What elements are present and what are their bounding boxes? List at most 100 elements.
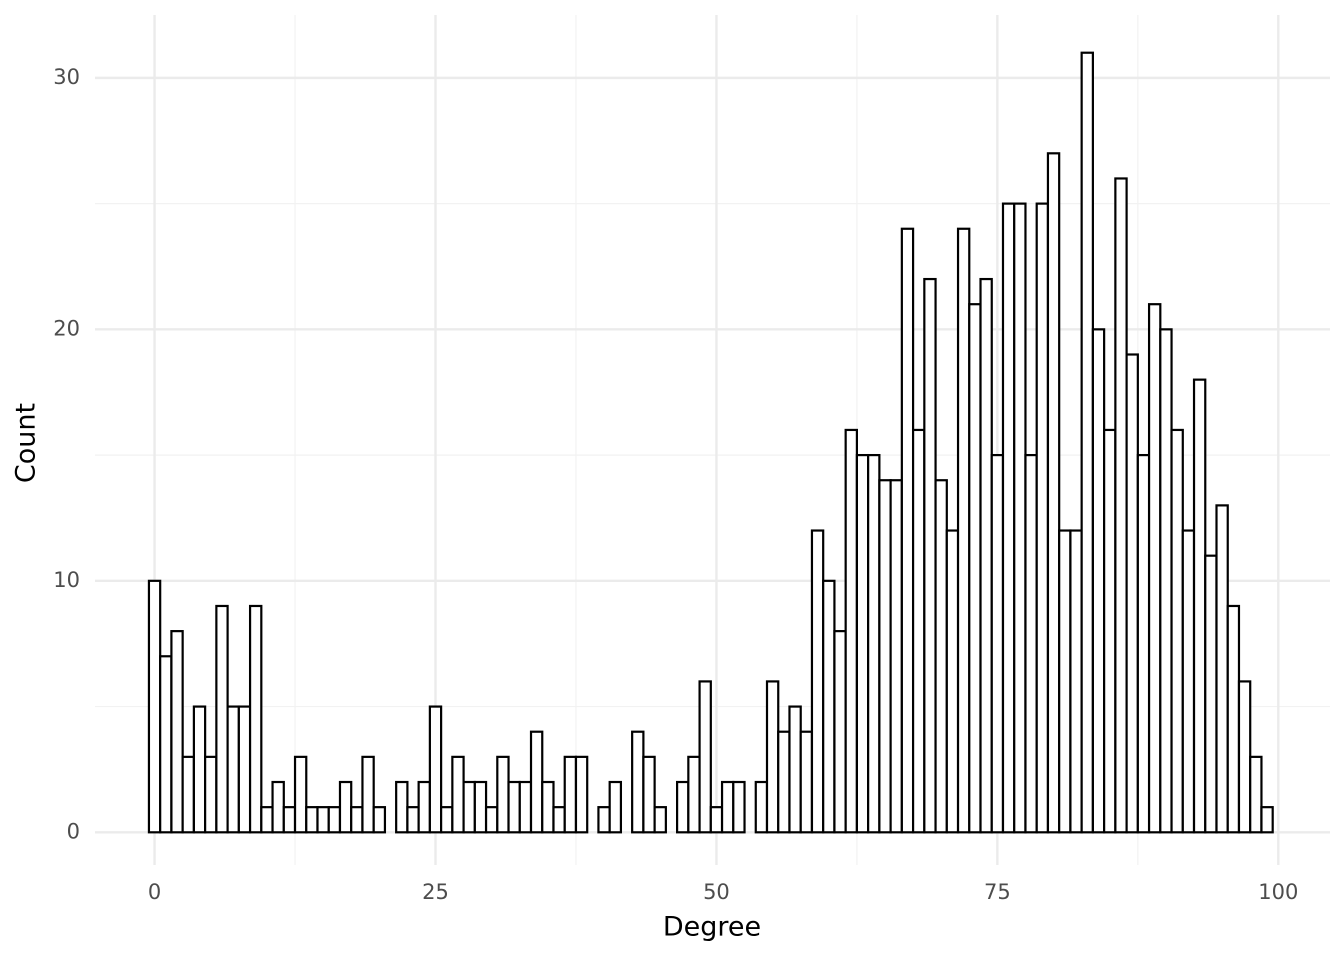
bar [1204,554,1218,834]
bar [1046,152,1061,834]
bar [911,428,926,834]
bar [765,680,780,834]
bar [720,780,735,834]
y-tick-label: 0 [67,819,80,843]
bar [990,453,1005,834]
bar [1147,303,1162,834]
y-axis-label: Count [11,403,42,483]
bar [372,806,387,834]
bar [226,705,240,834]
bar [192,705,207,834]
bar [1069,529,1083,834]
x-tick-label: 100 [1258,880,1298,904]
x-tick-label: 0 [148,880,161,904]
bar [451,755,465,834]
bar [406,806,420,834]
bar [271,780,285,834]
bar [788,705,802,834]
bar [361,755,375,834]
bar [1103,428,1117,834]
bar [574,755,589,834]
bar [934,479,948,834]
x-tick-label: 25 [422,880,449,904]
bar [945,529,960,834]
bar [1260,806,1274,834]
bar [653,806,667,834]
bar [248,604,263,834]
bar [810,529,825,834]
bar [1192,378,1207,834]
y-tick-label: 20 [53,316,80,340]
bar [923,277,937,834]
bar [1181,529,1196,834]
bar [1024,453,1038,834]
y-tick-label: 30 [53,65,80,89]
bar [181,755,195,834]
bar [1237,680,1252,834]
bar [631,730,645,834]
bar [338,780,353,834]
bar [878,479,892,834]
bar [979,277,993,834]
bar [507,780,521,834]
bar [597,806,611,834]
bar [1114,177,1128,834]
bar [170,630,184,834]
bar [833,630,847,834]
bar [799,730,814,834]
bar [417,780,431,834]
bar [215,604,229,834]
bar [608,780,623,834]
bar [732,780,746,834]
bar [473,780,488,834]
bar [676,780,690,834]
bar [496,755,510,834]
bar [316,806,330,834]
bar [1035,202,1050,834]
bar [529,730,544,834]
bar [867,453,881,834]
bar [709,806,724,834]
bar [1001,202,1016,834]
bar [327,806,342,834]
bar [541,780,555,834]
bar [968,303,982,834]
bar [1136,453,1151,834]
bar [293,755,308,834]
bar [1170,428,1184,834]
bar [956,227,971,834]
bar [642,755,656,834]
bar [1125,353,1139,834]
bar [1215,504,1229,834]
bar [1159,328,1173,834]
y-tick-label: 10 [53,568,80,592]
bar [395,780,409,834]
x-tick-label: 50 [703,880,730,904]
bar [698,680,712,834]
bar [147,579,162,834]
bar [282,806,297,834]
bar [440,806,454,834]
bar [552,806,566,834]
bar [900,227,915,834]
bar [889,479,903,834]
bar [855,453,870,834]
bar [1058,529,1072,834]
bar [462,780,476,834]
bar [754,780,769,834]
bar [1080,51,1094,834]
x-axis-label: Degree [663,912,761,943]
bar [260,806,274,834]
bar [777,730,791,834]
bar [1091,328,1106,834]
bar [159,655,173,834]
bar [428,705,443,834]
bar [518,780,533,834]
bar [844,428,859,834]
bar [687,755,701,834]
bar [563,755,578,834]
bar [484,806,499,834]
bar [1013,202,1027,834]
bar [305,806,319,834]
